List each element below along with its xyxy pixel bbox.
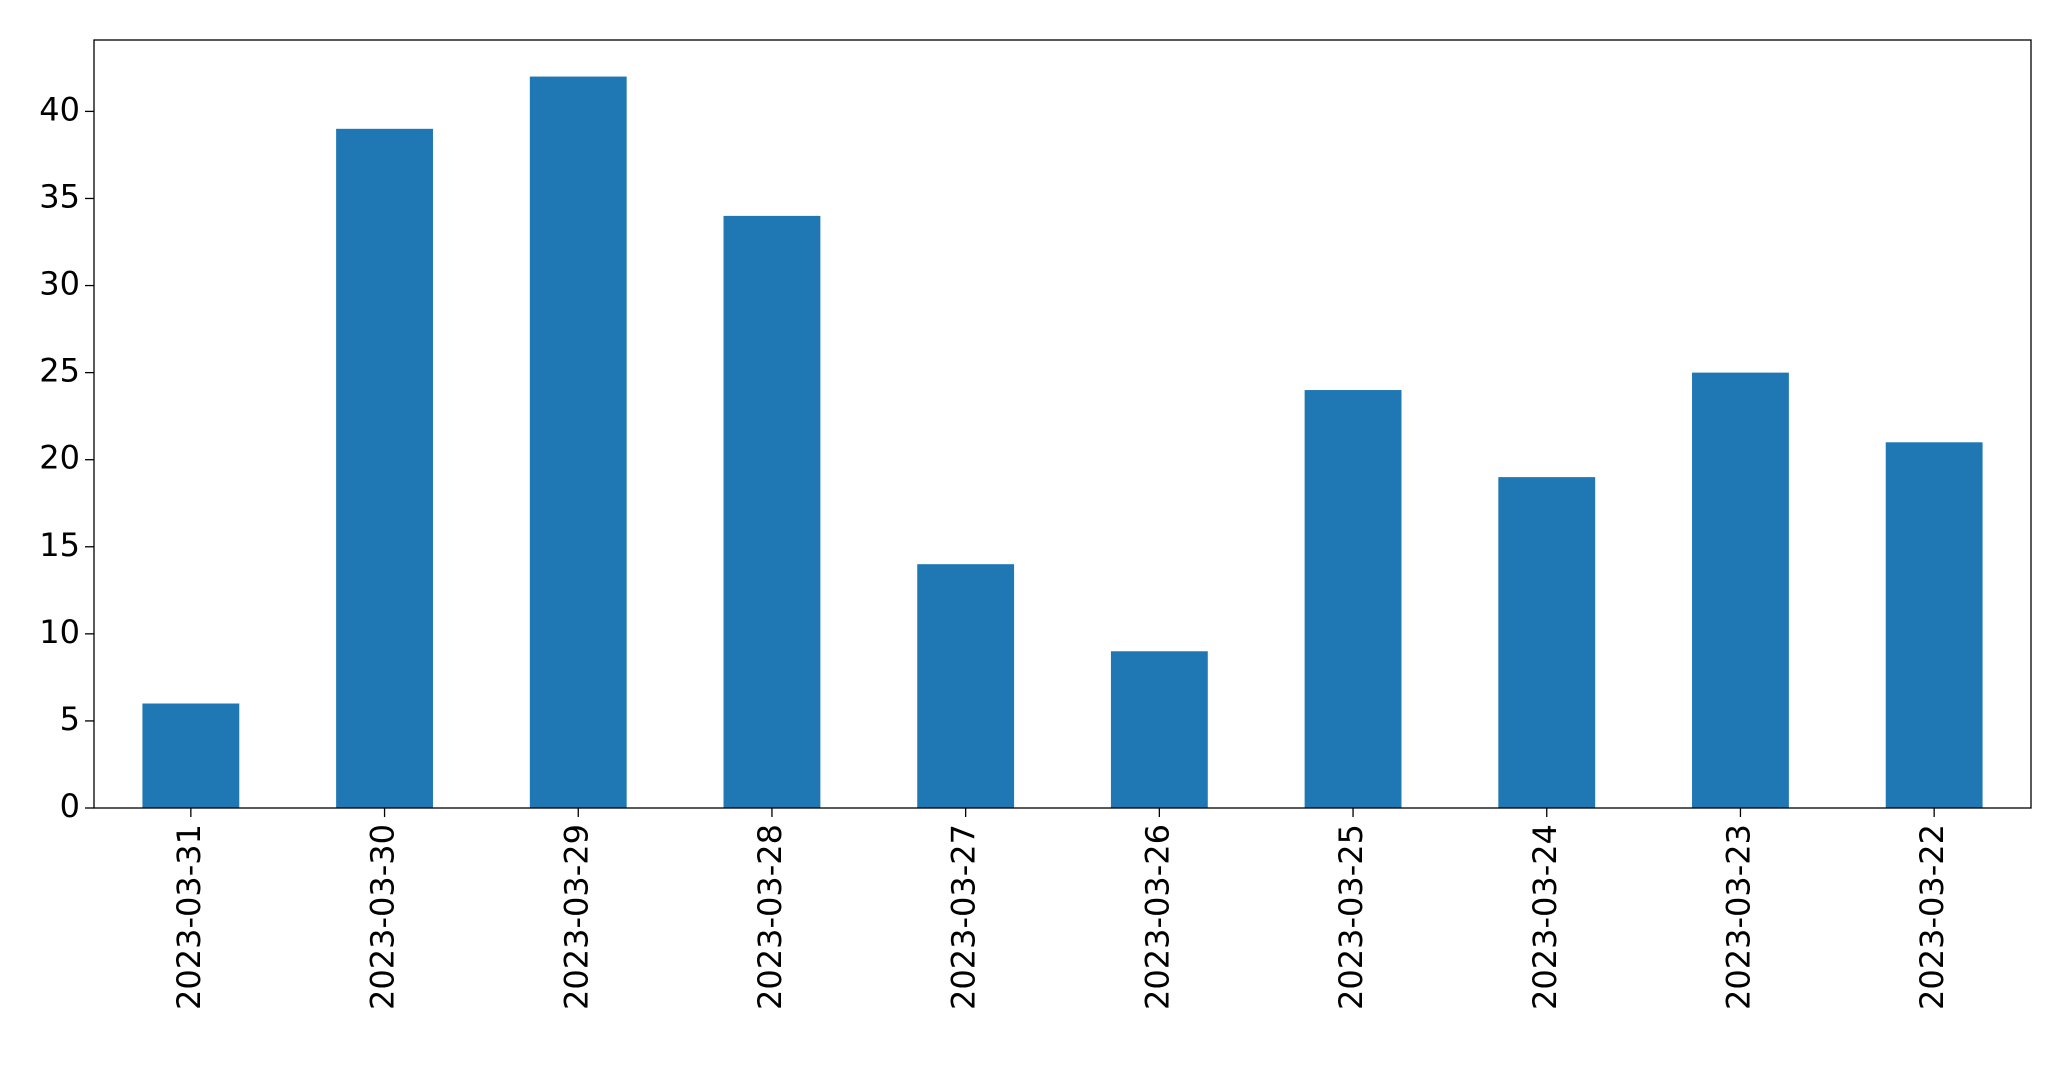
bar bbox=[142, 703, 240, 808]
x-tick-label: 2023-03-22 bbox=[1913, 824, 1951, 1010]
y-tick-label: 5 bbox=[60, 700, 80, 738]
x-tick-label: 2023-03-29 bbox=[557, 824, 595, 1010]
y-tick-label: 15 bbox=[39, 526, 80, 564]
y-tick-label: 20 bbox=[39, 439, 80, 477]
plot-frame bbox=[93, 39, 2032, 809]
bar bbox=[1885, 442, 1983, 808]
bar bbox=[336, 128, 433, 808]
y-tick-label: 40 bbox=[39, 90, 80, 128]
x-tick-label: 2023-03-26 bbox=[1138, 824, 1176, 1010]
x-tick-label: 2023-03-27 bbox=[945, 824, 983, 1010]
bar bbox=[917, 564, 1015, 808]
bar bbox=[1498, 477, 1596, 808]
x-tick-label: 2023-03-31 bbox=[170, 824, 208, 1010]
x-tick-label: 2023-03-28 bbox=[751, 824, 789, 1010]
x-tick-label: 2023-03-23 bbox=[1719, 824, 1757, 1010]
y-tick-label: 0 bbox=[60, 787, 80, 825]
y-tick-label: 10 bbox=[39, 613, 80, 651]
bar bbox=[1110, 651, 1208, 808]
bar bbox=[1304, 390, 1402, 808]
y-tick-label: 25 bbox=[39, 352, 80, 390]
y-tick-label: 30 bbox=[39, 265, 80, 303]
bar bbox=[1692, 372, 1789, 808]
bar bbox=[723, 215, 821, 808]
x-tick-label: 2023-03-24 bbox=[1526, 824, 1564, 1010]
y-tick-label: 35 bbox=[39, 177, 80, 215]
x-tick-label: 2023-03-25 bbox=[1332, 824, 1370, 1010]
x-tick-label: 2023-03-30 bbox=[364, 824, 402, 1010]
bar bbox=[529, 76, 627, 809]
